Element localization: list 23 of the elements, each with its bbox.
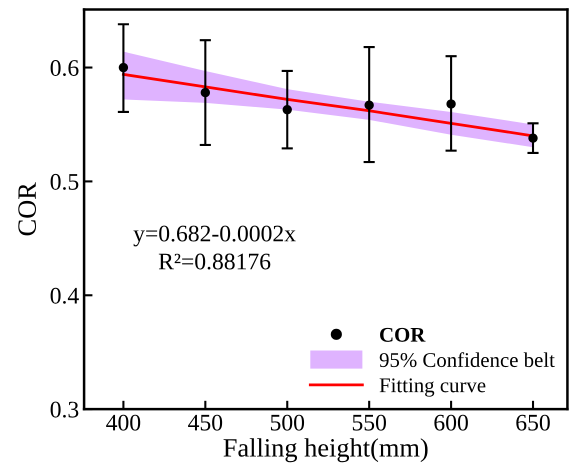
legend-label: Fitting curve (380, 378, 486, 397)
x-tick-label: 400 (106, 414, 140, 431)
y-axis-title: COR (18, 182, 36, 236)
annotation: R²=0.88176 (158, 254, 270, 270)
x-tick-label: 600 (434, 414, 468, 431)
point (118, 62, 128, 72)
point (282, 105, 292, 114)
annotation: 95% Confidence belt (380, 352, 555, 368)
point (446, 99, 456, 109)
point (528, 133, 538, 143)
point (200, 88, 210, 98)
legend-label: COR (380, 328, 426, 342)
y-tick-label: 0.3 (50, 402, 78, 418)
y-tick-label: 0.4 (50, 288, 79, 304)
x-axis-title: Falling height(mm) (224, 438, 428, 462)
annotation: y=0.682-0.0002x (133, 226, 296, 246)
x-tick-label: 650 (516, 414, 550, 431)
x-tick-label: 500 (270, 414, 304, 431)
y-tick-label: 0.6 (50, 60, 79, 76)
x-tick-label: 550 (352, 414, 386, 431)
point (364, 100, 374, 110)
y-tick-label: 0.5 (50, 174, 78, 190)
x-tick-label: 450 (188, 414, 222, 431)
